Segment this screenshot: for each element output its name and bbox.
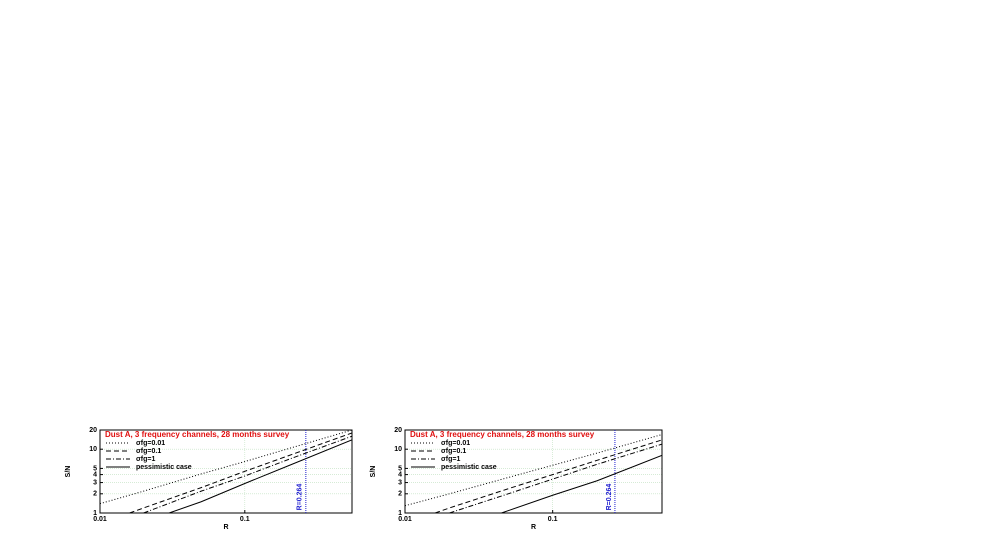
- x-axis-label: R: [223, 524, 228, 531]
- plot-frame: [404, 429, 663, 514]
- chart-title: Dust A, 3 frequency channels, 28 months …: [105, 430, 290, 439]
- y-tick-label: 5: [398, 465, 402, 472]
- y-tick-label: 5: [93, 465, 97, 472]
- series-line: [168, 439, 352, 513]
- series-line: [143, 435, 352, 513]
- y-tick-label: 1: [398, 510, 402, 517]
- y-axis-label: S/N: [370, 466, 377, 478]
- x-tick-label: 0.1: [240, 516, 250, 523]
- chart: 1 2 345 10 20 0.01 0.1 R S/N Dust A, 3 frequency …: [65, 427, 353, 531]
- legend-label: σfg=1: [441, 456, 460, 463]
- y-tick-label: 20: [394, 427, 402, 434]
- y-tick-label: 1: [93, 510, 97, 517]
- x-tick-label: 0.01: [93, 516, 107, 523]
- series-line: [100, 430, 352, 505]
- series-line: [129, 432, 352, 513]
- y-tick-label: 20: [89, 427, 97, 434]
- plot-frame: [99, 429, 353, 514]
- series-line: [434, 439, 662, 513]
- x-tick-label: 0.01: [398, 516, 412, 523]
- legend-label: σfg=1: [136, 456, 155, 463]
- y-tick-label: 2: [93, 491, 97, 498]
- legend-label: pessimistic case: [136, 464, 192, 471]
- series-line: [501, 454, 662, 513]
- y-tick-label: 10: [89, 446, 97, 453]
- chart-title: Dust A, 3 frequency channels, 28 months …: [410, 430, 595, 439]
- y-tick-label: 4: [93, 471, 97, 478]
- y-tick-label: 4: [398, 471, 402, 478]
- reference-label: R=0.264: [606, 484, 613, 511]
- y-tick-label: 2: [398, 491, 402, 498]
- reference-label: R=0.264: [297, 484, 304, 511]
- y-tick-label: 3: [93, 479, 97, 486]
- chart: 1 2 345 10 20 0.01 0.1 R S/N Dust A, 3 frequency …: [370, 427, 663, 531]
- legend-label: pessimistic case: [441, 464, 497, 471]
- series-line: [449, 443, 662, 513]
- legend-label: σfg=0.01: [136, 440, 165, 447]
- legend-label: σfg=0.1: [441, 448, 466, 455]
- x-tick-label: 0.1: [548, 516, 558, 523]
- y-tick-label: 10: [394, 446, 402, 453]
- x-axis-label: R: [531, 524, 536, 531]
- y-axis-label: S/N: [65, 466, 72, 478]
- legend-label: σfg=0.1: [136, 448, 161, 455]
- series-line: [405, 434, 662, 507]
- y-tick-label: 3: [398, 479, 402, 486]
- legend-label: σfg=0.01: [441, 440, 470, 447]
